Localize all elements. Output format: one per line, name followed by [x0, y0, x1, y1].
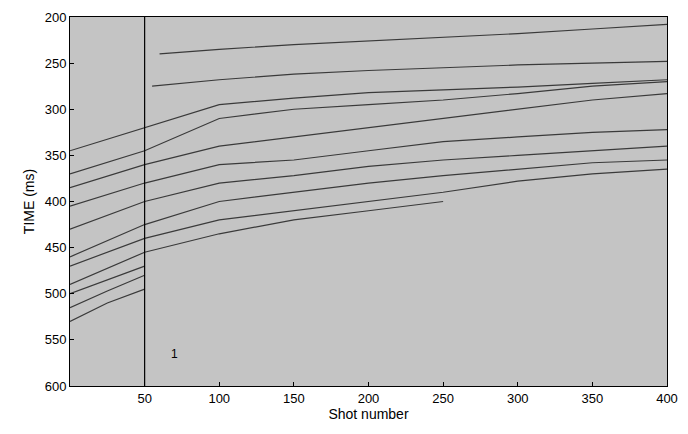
svg-text:350: 350 [582, 391, 604, 406]
svg-text:250: 250 [45, 56, 67, 71]
svg-text:250: 250 [432, 391, 454, 406]
svg-text:550: 550 [45, 332, 67, 347]
svg-text:300: 300 [507, 391, 529, 406]
svg-text:150: 150 [283, 391, 305, 406]
svg-text:1: 1 [171, 347, 178, 361]
svg-text:200: 200 [358, 391, 380, 406]
svg-text:450: 450 [45, 240, 67, 255]
svg-text:50: 50 [137, 391, 151, 406]
svg-text:500: 500 [45, 286, 67, 301]
svg-text:350: 350 [45, 148, 67, 163]
svg-text:Shot number: Shot number [328, 406, 408, 422]
svg-text:400: 400 [45, 194, 67, 209]
svg-text:400: 400 [656, 391, 678, 406]
svg-text:300: 300 [45, 102, 67, 117]
svg-text:100: 100 [208, 391, 230, 406]
svg-text:200: 200 [45, 10, 67, 25]
svg-text:600: 600 [45, 379, 67, 394]
svg-text:TIME (ms): TIME (ms) [21, 169, 37, 234]
